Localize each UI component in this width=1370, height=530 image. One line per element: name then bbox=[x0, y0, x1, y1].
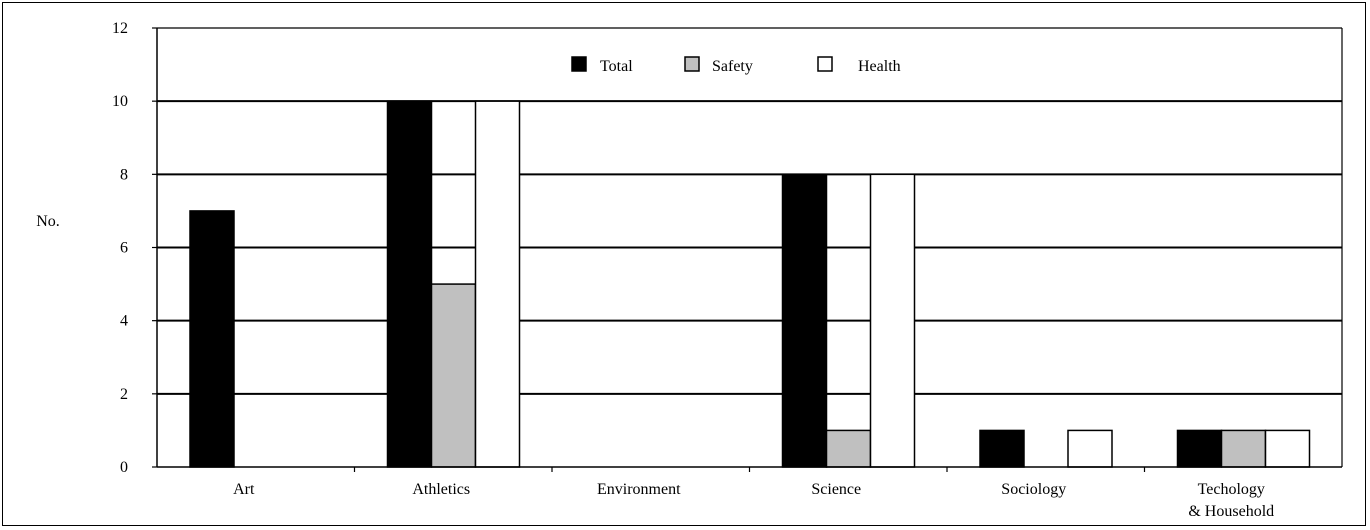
x-tick-label: Art bbox=[233, 481, 255, 498]
y-tick-label: 12 bbox=[112, 20, 128, 37]
legend: Total Safety Health bbox=[571, 56, 901, 75]
x-tick-label: Sociology bbox=[1001, 481, 1066, 498]
bar-health-3 bbox=[869, 173, 916, 468]
x-tick-label: Techology bbox=[1198, 481, 1265, 498]
legend-label-total: Total bbox=[600, 58, 633, 75]
y-tick-label: 10 bbox=[112, 93, 128, 110]
x-tick-label: Environment bbox=[597, 481, 681, 498]
bar-health-1 bbox=[474, 100, 521, 468]
legend-swatch-safety bbox=[684, 56, 700, 72]
x-tick-label: Science bbox=[811, 481, 861, 498]
bar-safety-3 bbox=[825, 429, 872, 468]
bar-health-5 bbox=[1264, 429, 1311, 468]
y-axis-label: No. bbox=[36, 213, 60, 230]
legend-swatch-health bbox=[817, 56, 833, 72]
x-tick-label: & Household bbox=[1188, 503, 1274, 520]
y-tick-label: 8 bbox=[120, 166, 128, 183]
legend-label-safety: Safety bbox=[712, 58, 753, 75]
legend-swatch-total bbox=[571, 56, 587, 72]
bar-total-1 bbox=[386, 100, 433, 468]
axes: 0 2 4 6 8 10 12 Art Athletics Environment Science S… bbox=[112, 20, 1343, 520]
bars bbox=[189, 100, 1311, 468]
bar-health-4 bbox=[1067, 429, 1113, 468]
y-tick-label: 0 bbox=[120, 459, 128, 476]
bar-total-3 bbox=[781, 173, 828, 468]
y-tick-label: 4 bbox=[120, 313, 128, 330]
x-tick-label: Athletics bbox=[412, 481, 470, 498]
bar-total-4 bbox=[979, 429, 1025, 468]
y-tick-label: 6 bbox=[120, 240, 128, 257]
y-tick-label: 2 bbox=[120, 386, 128, 403]
bar-total-0 bbox=[189, 210, 235, 468]
bar-total-5 bbox=[1176, 429, 1223, 468]
legend-label-health: Health bbox=[858, 58, 901, 75]
bar-safety-1 bbox=[430, 283, 477, 468]
bar-safety-5 bbox=[1220, 429, 1267, 468]
gridlines bbox=[157, 100, 1342, 395]
